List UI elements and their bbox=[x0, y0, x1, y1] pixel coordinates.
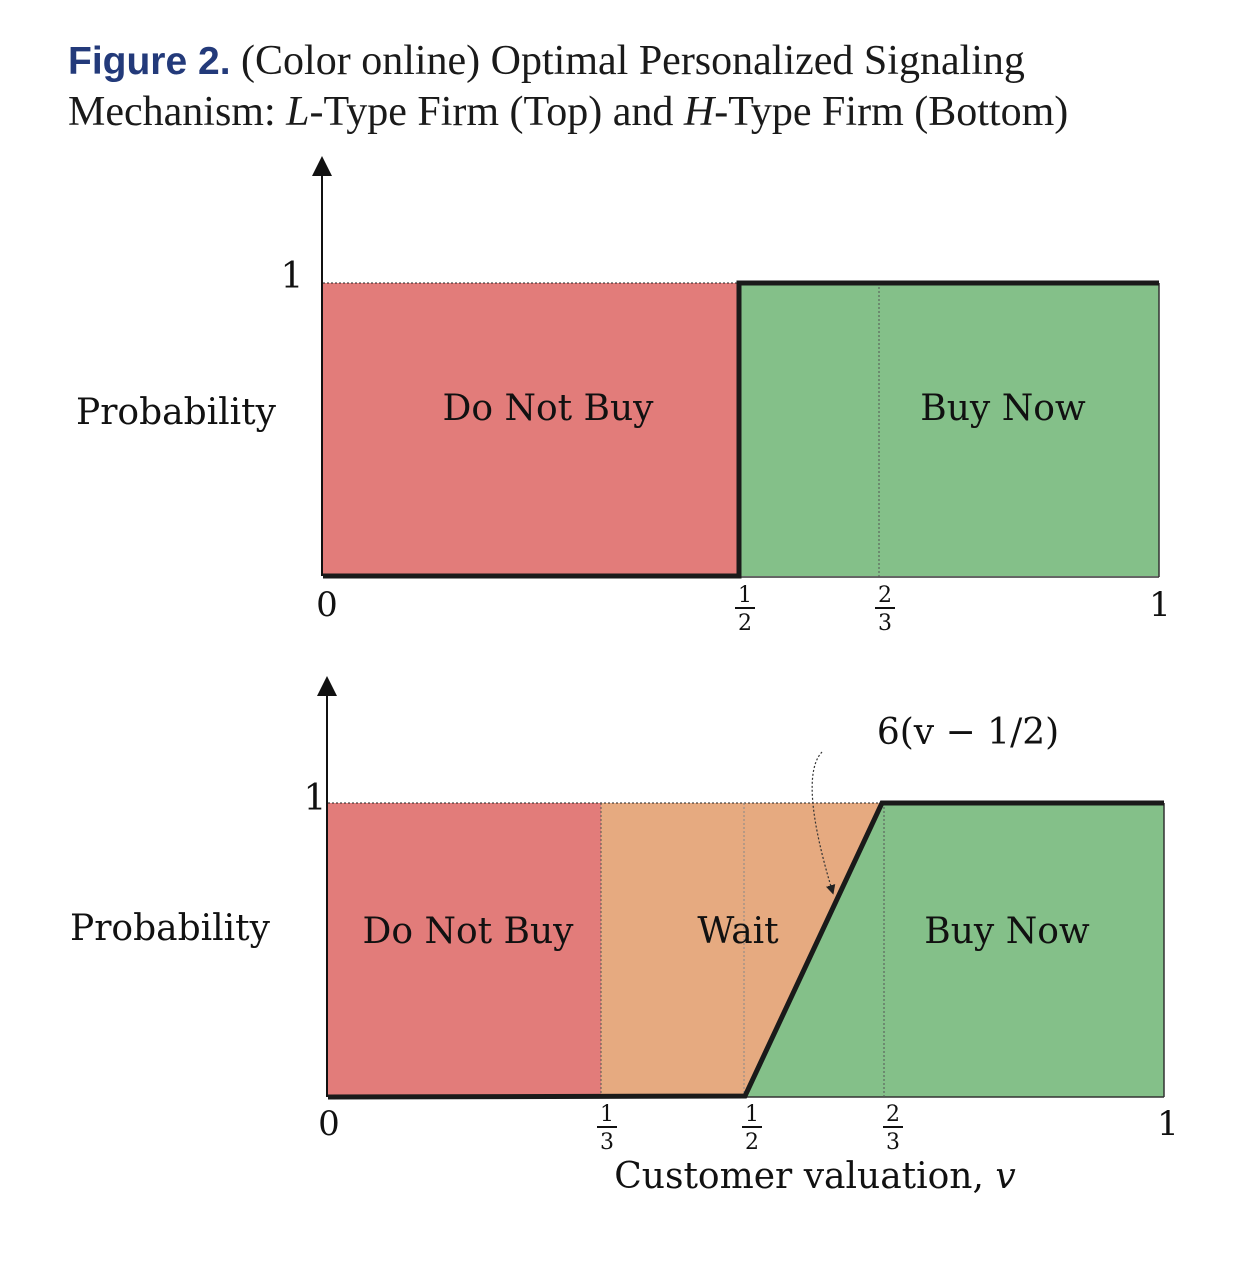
bottom-x-tick-0: 0 bbox=[318, 1104, 340, 1144]
bottom-label-buy-now: Buy Now bbox=[924, 911, 1090, 952]
top-region-do-not-buy bbox=[323, 283, 739, 576]
top-y-tick-1: 1 bbox=[281, 256, 304, 297]
figure-caption: Figure 2. (Color online) Optimal Persona… bbox=[68, 38, 1069, 135]
bottom-buy-now-probability-line bbox=[327, 800, 1164, 1100]
top-region-buy-now bbox=[739, 283, 1159, 576]
svg-text:1: 1 bbox=[738, 583, 752, 608]
top-panel: 1 Probability Do Not Buy Buy Now 0 1 2 2… bbox=[76, 156, 1171, 636]
bottom-region-wait bbox=[601, 803, 882, 1097]
bottom-x-tick-third: 1 3 bbox=[597, 1102, 617, 1155]
top-label-do-not-buy: Do Not Buy bbox=[442, 388, 654, 429]
figure-label: Figure 2. bbox=[68, 40, 231, 83]
top-x-tick-1: 1 bbox=[1149, 585, 1171, 625]
annotation-arrow bbox=[811, 751, 836, 895]
annotation-ramp-formula: 6(v − 1/2) bbox=[877, 712, 1059, 753]
bottom-label-wait: Wait bbox=[697, 911, 779, 952]
bottom-y-tick-1: 1 bbox=[304, 778, 327, 819]
svg-text:3: 3 bbox=[878, 611, 892, 636]
bottom-x-tick-half: 1 2 bbox=[742, 1102, 762, 1155]
bottom-label-do-not-buy: Do Not Buy bbox=[362, 911, 574, 952]
bottom-x-tick-two-thirds: 2 3 bbox=[883, 1102, 903, 1155]
bottom-ylabel: Probability bbox=[70, 908, 271, 949]
svg-text:3: 3 bbox=[886, 1130, 900, 1155]
top-label-buy-now: Buy Now bbox=[920, 388, 1086, 429]
svg-text:1: 1 bbox=[600, 1102, 614, 1127]
bottom-region-do-not-buy bbox=[328, 803, 601, 1097]
svg-text:2: 2 bbox=[886, 1102, 900, 1127]
bottom-panel: 6(v − 1/2) 1 Probability Do Not Buy Wait… bbox=[70, 676, 1179, 1197]
svg-text:2: 2 bbox=[745, 1130, 759, 1155]
svg-text:2: 2 bbox=[878, 583, 892, 608]
bottom-x-tick-1: 1 bbox=[1157, 1104, 1179, 1144]
svg-text:3: 3 bbox=[600, 1130, 614, 1155]
top-buy-now-probability-line bbox=[323, 280, 1159, 579]
top-x-tick-two-thirds: 2 3 bbox=[875, 583, 895, 636]
top-ylabel: Probability bbox=[76, 392, 277, 433]
bottom-xlabel: Customer valuation, v bbox=[614, 1156, 1015, 1197]
svg-text:1: 1 bbox=[745, 1102, 759, 1127]
top-x-tick-half: 1 2 bbox=[735, 583, 755, 636]
svg-text:2: 2 bbox=[738, 611, 752, 636]
top-x-tick-0: 0 bbox=[316, 585, 338, 625]
